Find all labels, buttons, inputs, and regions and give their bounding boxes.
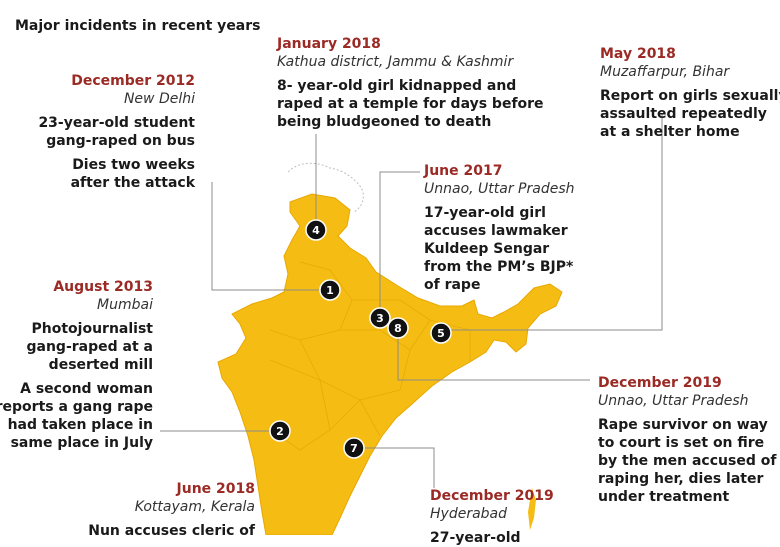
incident-8-date: December 2019 <box>598 375 722 391</box>
incident-6-date: June 2018 <box>176 481 255 497</box>
incident-3-desc-line: from the PM’s BJP* <box>424 259 574 275</box>
marker-2-label: 2 <box>276 425 284 438</box>
incident-5-date: May 2018 <box>600 46 676 62</box>
incident-7-place: Hyderabad <box>430 506 507 522</box>
incident-1-date: December 2012 <box>71 73 195 89</box>
incident-1-desc-line: gang-raped on bus <box>46 133 195 149</box>
incident-2-desc-line: Photojournalist <box>31 321 153 337</box>
andaman-islands-shape <box>528 488 536 530</box>
incident-8-desc-line: raping her, dies later <box>598 471 764 487</box>
marker-8-label: 8 <box>394 322 402 335</box>
incident-2-date: August 2013 <box>53 279 153 295</box>
incident-7-desc-line: 27-year-old <box>430 530 521 546</box>
marker-7-label: 7 <box>350 442 358 455</box>
incident-1-desc2-line: Dies two weeks <box>72 157 195 173</box>
page-title: Major incidents in recent years <box>15 18 261 34</box>
leader-lines <box>160 114 663 488</box>
india-map: 1 2 3 4 5 7 8 <box>160 114 663 535</box>
incident-4-desc-line: being bludgeoned to death <box>277 114 492 130</box>
incident-1-desc2-line: after the attack <box>70 175 195 191</box>
incident-6-desc-line: Nun accuses cleric of <box>88 523 255 539</box>
incident-3-place: Unnao, Uttar Pradesh <box>424 181 575 197</box>
marker-2[interactable] <box>269 420 291 442</box>
incident-3-desc-line: of rape <box>424 277 481 293</box>
incident-8-place: Unnao, Uttar Pradesh <box>598 393 749 409</box>
incident-2-callout: August 2013 Mumbai Photojournalist gang-… <box>0 279 153 452</box>
incident-2-desc2-line: same place in July <box>10 435 153 451</box>
incident-1-desc-line: 23-year-old student <box>38 115 195 131</box>
marker-1[interactable] <box>319 279 341 301</box>
incident-4-desc-line: raped at a temple for days before <box>277 96 544 112</box>
marker-5[interactable] <box>430 322 452 344</box>
india-mainland-shape <box>217 193 563 535</box>
incident-2-desc-line: deserted mill <box>48 357 153 373</box>
incident-6-place: Kottayam, Kerala <box>134 499 255 515</box>
incident-5-desc-line: assaulted repeatedly <box>600 106 767 122</box>
marker-3-label: 3 <box>376 312 384 325</box>
incident-8-desc-line: by the men accused of <box>598 453 777 469</box>
marker-8[interactable] <box>387 317 409 339</box>
incident-3-desc-line: accuses lawmaker <box>424 223 568 239</box>
incident-5-desc-line: at a shelter home <box>600 124 740 140</box>
state-boundaries <box>269 261 471 451</box>
incident-5-place: Muzaffarpur, Bihar <box>600 64 730 80</box>
incident-8-callout: December 2019 Unnao, Uttar Pradesh Rape … <box>598 375 776 506</box>
incident-7-date: December 2019 <box>430 488 554 504</box>
marker-5-label: 5 <box>437 327 445 340</box>
incident-6-callout: June 2018 Kottayam, Kerala Nun accuses c… <box>88 481 255 540</box>
incident-8-desc-line: under treatment <box>598 489 730 505</box>
marker-3[interactable] <box>369 307 391 329</box>
incident-2-desc2-line: A second woman <box>20 381 153 397</box>
incident-2-desc2-line: reports a gang rape <box>0 399 153 415</box>
incident-5-desc-line: Report on girls sexually <box>600 88 780 104</box>
incident-7-callout: December 2019 Hyderabad 27-year-old <box>430 488 554 547</box>
incident-4-date: January 2018 <box>277 36 381 52</box>
incident-3-callout: June 2017 Unnao, Uttar Pradesh 17-year-o… <box>424 163 575 294</box>
marker-1-label: 1 <box>326 284 334 297</box>
marker-4-label: 4 <box>312 224 320 237</box>
incident-4-callout: January 2018 Kathua district, Jammu & Ka… <box>277 36 544 131</box>
incident-4-desc-line: 8- year-old girl kidnapped and <box>277 78 517 94</box>
incident-5-callout: May 2018 Muzaffarpur, Bihar Report on gi… <box>600 46 780 141</box>
marker-4[interactable] <box>305 219 327 241</box>
incident-1-place: New Delhi <box>123 91 195 107</box>
incident-3-desc-line: Kuldeep Sengar <box>424 241 550 257</box>
incident-2-desc-line: gang-raped at a <box>26 339 154 355</box>
incident-2-desc2-line: had taken place in <box>7 417 153 433</box>
incident-8-desc-line: to court is set on fire <box>598 435 765 451</box>
incident-3-date: June 2017 <box>424 163 503 179</box>
marker-7[interactable] <box>343 437 365 459</box>
incident-2-place: Mumbai <box>97 297 153 313</box>
incident-3-desc-line: 17-year-old girl <box>424 205 546 221</box>
incident-4-place: Kathua district, Jammu & Kashmir <box>277 54 514 70</box>
incident-8-desc-line: Rape survivor on way <box>598 417 768 433</box>
incident-1-callout: December 2012 New Delhi 23-year-old stud… <box>38 73 195 192</box>
